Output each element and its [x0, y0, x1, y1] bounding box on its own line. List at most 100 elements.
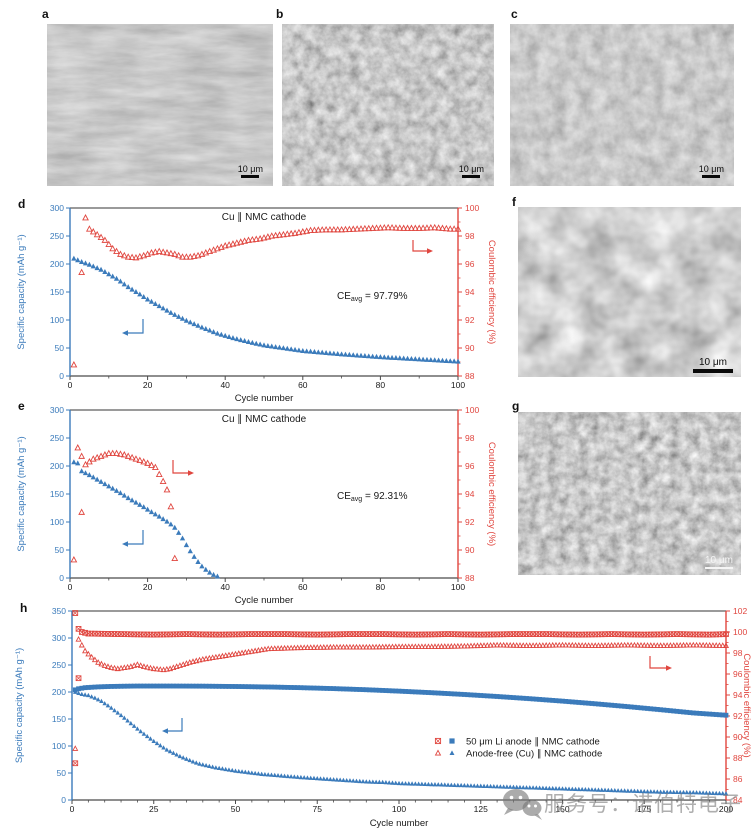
sem-image-a: 10 μm: [47, 24, 273, 186]
sem-texture-c: [510, 24, 734, 186]
sem-image-g: 10 μm: [518, 412, 741, 575]
svg-text:Cu ∥ NMC cathode: Cu ∥ NMC cathode: [222, 212, 307, 223]
panel-label-a: a: [42, 7, 49, 21]
scale-bar-g: 10 μm: [705, 556, 733, 569]
svg-text:40: 40: [220, 380, 230, 390]
svg-text:92: 92: [733, 711, 743, 721]
scale-bar-f-text: 10 μm: [699, 357, 727, 368]
sem-image-b: 10 μm: [282, 24, 494, 186]
svg-text:100: 100: [465, 203, 479, 213]
series-coulombic-efficiency: [82, 214, 462, 261]
svg-text:100: 100: [465, 405, 479, 415]
svg-text:75: 75: [313, 804, 323, 814]
panel-label-h: h: [20, 601, 28, 615]
sem-texture-a: [47, 24, 273, 186]
svg-text:150: 150: [555, 804, 569, 814]
svg-text:80: 80: [376, 380, 386, 390]
series-coulombic-efficiency: [74, 444, 179, 562]
svg-text:150: 150: [50, 489, 64, 499]
svg-text:100: 100: [733, 627, 747, 637]
svg-text:250: 250: [50, 433, 64, 443]
svg-text:98: 98: [465, 231, 475, 241]
series-coulombic-efficiency-outliers: [70, 268, 86, 368]
svg-text:Anode-free (Cu) ∥ NMC cathode: Anode-free (Cu) ∥ NMC cathode: [466, 749, 602, 760]
svg-text:94: 94: [465, 489, 475, 499]
series-specific-capacity: [71, 459, 221, 579]
svg-text:Specific capacity (mAh g⁻¹): Specific capacity (mAh g⁻¹): [14, 648, 25, 763]
svg-text:50: 50: [55, 545, 65, 555]
svg-text:98: 98: [465, 433, 475, 443]
scale-bar-g-text: 10 μm: [705, 555, 733, 566]
scale-bar-a: 10 μm: [238, 165, 263, 178]
svg-text:40: 40: [220, 582, 230, 592]
series-anode-free-capacity: [72, 689, 729, 796]
series-li-anode-efficiency-outliers: [72, 610, 82, 767]
sem-image-f: 10 μm: [518, 207, 741, 377]
scale-bar-c-line: [702, 175, 721, 178]
panel-label-c: c: [511, 7, 518, 21]
scale-bar-a-line: [241, 175, 260, 178]
svg-text:102: 102: [733, 606, 747, 616]
svg-text:250: 250: [50, 231, 64, 241]
svg-text:25: 25: [149, 804, 159, 814]
svg-text:50: 50: [231, 804, 241, 814]
scale-bar-f: 10 μm: [693, 358, 733, 373]
sem-texture-f: [518, 207, 741, 377]
svg-text:50 μm Li anode ∥ NMC cathode: 50 μm Li anode ∥ NMC cathode: [466, 737, 600, 748]
series-coulombic-efficiency-outliers: [70, 508, 86, 563]
svg-text:88: 88: [733, 753, 743, 763]
svg-text:88: 88: [465, 371, 475, 381]
svg-text:0: 0: [61, 795, 66, 805]
panel-label-g: g: [512, 399, 520, 413]
svg-text:0: 0: [68, 582, 73, 592]
svg-text:0: 0: [70, 804, 75, 814]
series-li-anode-capacity: [72, 683, 729, 718]
svg-text:150: 150: [52, 714, 66, 724]
scale-bar-g-line: [705, 567, 733, 569]
svg-text:CEavg = 92.31%: CEavg = 92.31%: [337, 491, 408, 503]
svg-text:0: 0: [59, 573, 64, 583]
scale-bar-b-line: [462, 175, 481, 178]
series-anode-free-efficiency-outliers: [72, 745, 79, 751]
svg-text:300: 300: [50, 203, 64, 213]
svg-text:100: 100: [451, 582, 465, 592]
svg-text:96: 96: [465, 461, 475, 471]
svg-text:20: 20: [143, 380, 153, 390]
svg-text:100: 100: [50, 517, 64, 527]
svg-text:Coulombic efficiency (%): Coulombic efficiency (%): [486, 240, 497, 344]
svg-text:Specific capacity (mAh g⁻¹): Specific capacity (mAh g⁻¹): [16, 436, 27, 551]
svg-text:50: 50: [55, 343, 65, 353]
svg-text:Cycle number: Cycle number: [235, 595, 294, 606]
scale-bar-c-text: 10 μm: [698, 164, 724, 174]
svg-text:175: 175: [637, 804, 651, 814]
svg-text:92: 92: [465, 517, 475, 527]
sem-texture-b: [282, 24, 494, 186]
scale-bar-f-line: [693, 369, 733, 373]
sem-image-c: 10 μm: [510, 24, 734, 186]
svg-text:CEavg = 97.79%: CEavg = 97.79%: [337, 291, 408, 303]
svg-text:200: 200: [52, 687, 66, 697]
svg-text:300: 300: [50, 405, 64, 415]
svg-text:Cycle number: Cycle number: [370, 818, 429, 829]
svg-text:96: 96: [733, 669, 743, 679]
scale-bar-c: 10 μm: [699, 165, 724, 178]
svg-text:200: 200: [50, 461, 64, 471]
svg-text:50: 50: [57, 768, 67, 778]
svg-text:94: 94: [465, 287, 475, 297]
svg-text:0: 0: [59, 371, 64, 381]
chart-h: 0 25 50 75 100 125 150 175 200 0 50 100 150 200 250 300…: [14, 606, 752, 829]
svg-text:200: 200: [719, 804, 733, 814]
svg-text:100: 100: [451, 380, 465, 390]
svg-text:92: 92: [465, 315, 475, 325]
scale-bar-b-text: 10 μm: [458, 164, 484, 174]
series-anode-free-efficiency: [75, 635, 730, 673]
svg-text:20: 20: [143, 582, 153, 592]
svg-text:60: 60: [298, 582, 308, 592]
svg-text:Cycle number: Cycle number: [235, 393, 294, 404]
svg-text:Cu ∥ NMC cathode: Cu ∥ NMC cathode: [222, 414, 307, 425]
svg-text:80: 80: [376, 582, 386, 592]
svg-text:100: 100: [52, 741, 66, 751]
panel-label-b: b: [276, 7, 284, 21]
svg-text:100: 100: [50, 315, 64, 325]
